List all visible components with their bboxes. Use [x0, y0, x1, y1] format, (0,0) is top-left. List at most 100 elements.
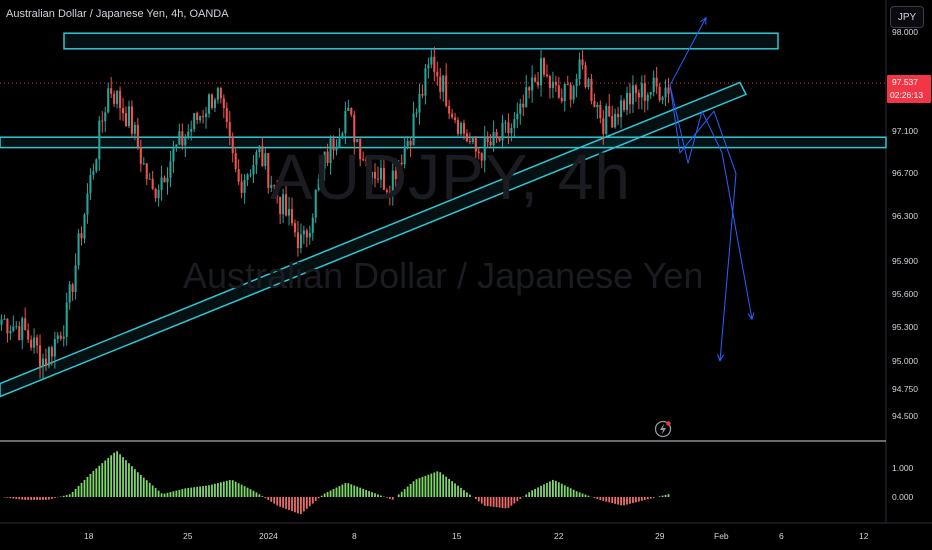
- candle-body: [667, 87, 670, 94]
- candle-body: [113, 93, 116, 104]
- candle-body: [400, 162, 403, 165]
- currency-button[interactable]: JPY: [890, 6, 924, 28]
- candle-body: [53, 339, 56, 357]
- candle-body: [454, 117, 457, 121]
- candle-body: [605, 106, 608, 134]
- candle-body: [335, 147, 338, 151]
- candle-body: [193, 113, 196, 130]
- candle-body: [276, 185, 279, 197]
- candle-body: [516, 113, 519, 120]
- candle-body: [513, 119, 516, 128]
- axis-lines: [0, 0, 932, 524]
- candle-body: [649, 92, 652, 95]
- candle-body: [353, 114, 356, 143]
- candle-body: [264, 153, 267, 167]
- candle-body: [557, 85, 560, 98]
- candle-body: [24, 318, 27, 331]
- candle-body: [326, 151, 329, 163]
- candle-body: [145, 163, 148, 180]
- candle-body: [643, 83, 646, 101]
- candle-body: [465, 133, 468, 142]
- candle-body: [181, 131, 184, 146]
- projection-path: [669, 85, 737, 361]
- candle-body: [38, 345, 42, 367]
- candle-body: [620, 100, 623, 118]
- candle-body: [456, 120, 460, 134]
- candle-body: [65, 302, 68, 337]
- candle-body: [403, 146, 406, 165]
- candle-body: [492, 131, 495, 146]
- candle-body: [489, 141, 492, 146]
- rising-trendline: [0, 81, 748, 398]
- candle-body: [21, 318, 24, 341]
- candle-body: [15, 326, 18, 328]
- candle-body: [50, 347, 53, 357]
- time-tick: 2024: [259, 531, 278, 541]
- candle-body: [519, 103, 522, 114]
- candle-body: [551, 81, 554, 89]
- candle-body: [542, 58, 546, 75]
- candle-body: [581, 59, 584, 66]
- candle-body: [267, 153, 270, 188]
- candle-body: [323, 151, 326, 169]
- candle-body: [418, 93, 421, 113]
- candle-body: [338, 138, 341, 148]
- candle-body: [273, 184, 276, 186]
- candle-body: [424, 68, 427, 96]
- candle-body: [531, 77, 534, 91]
- candle-body: [362, 159, 365, 161]
- candle-body: [288, 209, 291, 216]
- candle-series: [0, 46, 670, 379]
- candle-body: [293, 223, 297, 233]
- candle-body: [439, 76, 442, 92]
- candle-body: [299, 234, 302, 249]
- candle-body: [412, 113, 415, 146]
- candle-body: [658, 86, 661, 101]
- candle-body: [483, 136, 486, 161]
- candle-body: [376, 178, 380, 180]
- candle-body: [0, 319, 3, 325]
- candle-body: [501, 122, 504, 141]
- candle-body: [41, 358, 45, 367]
- candle-body: [498, 137, 501, 141]
- time-tick: 25: [183, 531, 193, 541]
- time-tick: 12: [859, 531, 869, 541]
- candle-body: [12, 326, 15, 331]
- candle-body: [119, 90, 122, 109]
- candle-body: [646, 94, 649, 101]
- candle-body: [572, 86, 575, 100]
- lightning-icon[interactable]: [654, 420, 672, 438]
- candle-body: [107, 88, 110, 113]
- price-tick: 96.700: [892, 168, 918, 178]
- candle-body: [495, 131, 498, 138]
- candle-body: [308, 232, 311, 238]
- candle-body: [302, 230, 305, 235]
- candle-body: [27, 330, 30, 340]
- candle-body: [80, 233, 83, 239]
- candle-body: [371, 172, 374, 178]
- candle-body: [332, 138, 335, 151]
- last-price-label: 97.537: [892, 77, 918, 87]
- candle-body: [3, 318, 6, 320]
- candle-body: [504, 122, 507, 124]
- candle-body: [86, 193, 89, 215]
- candle-body: [133, 124, 136, 134]
- candle-body: [101, 120, 104, 122]
- candle-body: [569, 84, 572, 100]
- candle-body: [213, 99, 216, 108]
- candle-body: [74, 265, 77, 292]
- candle-body: [415, 112, 418, 114]
- candle-body: [290, 209, 294, 224]
- support-zone: [0, 136, 887, 149]
- time-tick: Feb: [714, 531, 729, 541]
- candle-body: [199, 116, 202, 121]
- candle-body: [540, 58, 543, 86]
- candle-body: [130, 106, 133, 134]
- projection-arrowhead: [717, 354, 725, 362]
- candle-body: [486, 136, 489, 142]
- candle-body: [240, 181, 243, 193]
- candle-body: [448, 106, 451, 114]
- candle-body: [356, 139, 359, 143]
- candle-body: [33, 337, 36, 348]
